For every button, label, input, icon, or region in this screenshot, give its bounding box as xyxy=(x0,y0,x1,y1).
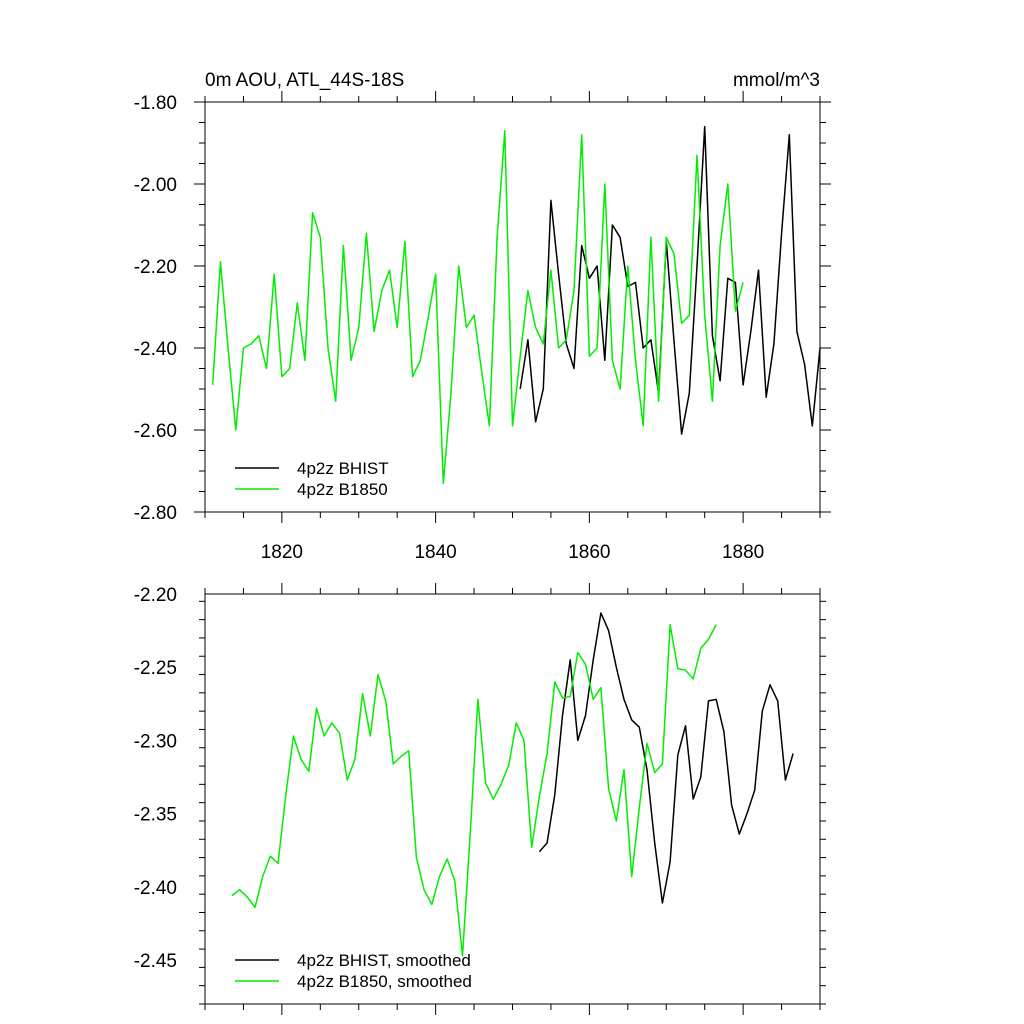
y-tick-label: -2.40 xyxy=(134,339,177,360)
legend-label: 4p2z B1850, smoothed xyxy=(297,972,472,991)
series-line-bhist xyxy=(538,612,794,904)
y-tick-label: -2.20 xyxy=(134,585,177,606)
series-line-b1850 xyxy=(211,129,744,485)
axis-tick-labels: 1820 1840 1860 1880 -2.80 -2.60 -2.40 -2.20 -2.0… xyxy=(134,93,765,563)
legend-label: 4p2z B1850 xyxy=(297,480,388,499)
x-tick-label: 1860 xyxy=(568,542,610,563)
y-tick-label: -2.40 xyxy=(134,878,177,899)
plot-frame xyxy=(204,593,821,1005)
series-lines xyxy=(211,125,821,485)
y-tick-label: -1.80 xyxy=(134,93,177,114)
y-tick-label: -2.20 xyxy=(134,257,177,278)
x-tick-label: 1840 xyxy=(414,542,456,563)
series-lines xyxy=(231,612,794,957)
top-panel: 0m AOU, ATL_44S-18S mmol/m^3 1820 1840 186… xyxy=(134,70,831,563)
plot-frame xyxy=(204,101,821,513)
legend: 4p2z BHIST, smoothed 4p2z B1850, smoothed xyxy=(235,951,472,991)
legend-label: 4p2z BHIST, smoothed xyxy=(297,951,471,970)
chart-title: 0m AOU, ATL_44S-18S xyxy=(205,70,404,91)
axis-tick-labels: -2.45 -2.40 -2.35 -2.30 -2.25 -2.20 xyxy=(134,585,177,972)
y-tick-label: -2.80 xyxy=(134,503,177,524)
legend-label: 4p2z BHIST xyxy=(297,459,389,478)
units-label: mmol/m^3 xyxy=(733,70,820,91)
y-tick-label: -2.45 xyxy=(134,951,177,972)
y-tick-label: -2.30 xyxy=(134,731,177,752)
x-tick-label: 1820 xyxy=(261,542,303,563)
series-line-b1850 xyxy=(231,623,717,957)
series-line-bhist xyxy=(519,125,821,435)
axis-ticks xyxy=(194,91,831,523)
legend: 4p2z BHIST 4p2z B1850 xyxy=(235,459,389,499)
axis-ticks xyxy=(199,583,826,1015)
y-tick-label: -2.35 xyxy=(134,805,177,826)
y-tick-label: -2.25 xyxy=(134,658,177,679)
x-tick-label: 1880 xyxy=(722,542,764,563)
bottom-panel: -2.45 -2.40 -2.35 -2.30 -2.25 -2.20 4p2z BHIS… xyxy=(134,583,826,1015)
y-tick-label: -2.00 xyxy=(134,175,177,196)
y-tick-label: -2.60 xyxy=(134,421,177,442)
